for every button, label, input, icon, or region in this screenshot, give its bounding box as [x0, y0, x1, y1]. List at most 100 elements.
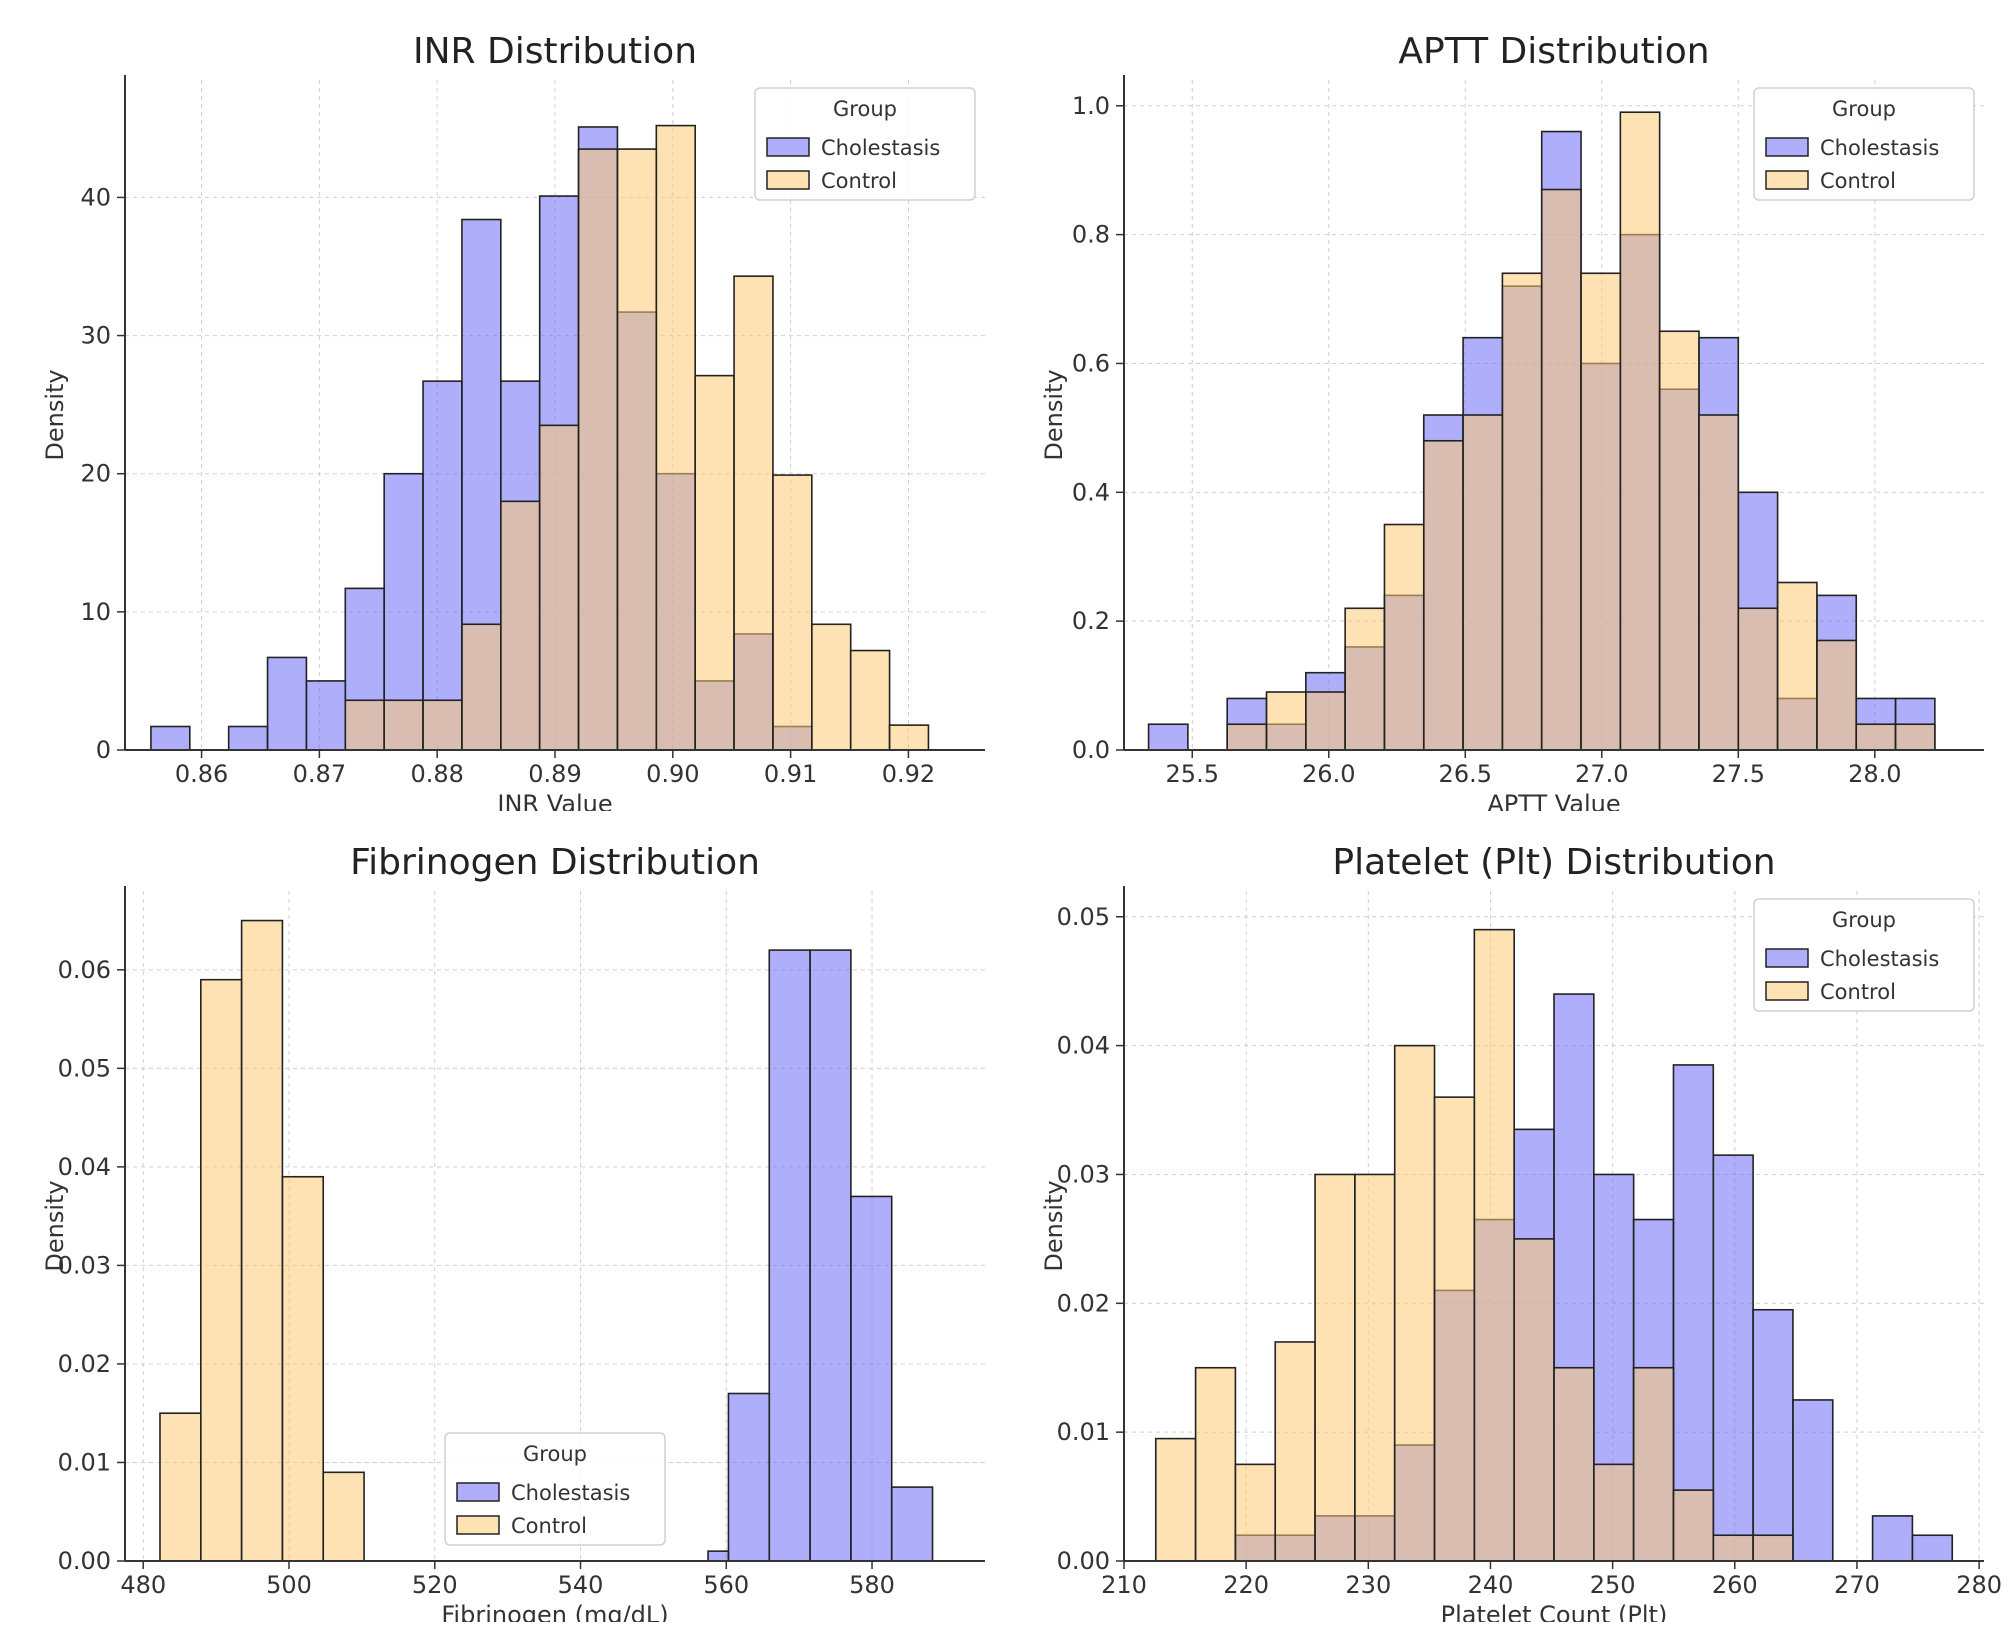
bar-control	[1816, 639, 1858, 751]
x-tick-label: 240	[1468, 1571, 1514, 1599]
bar-control	[1776, 581, 1818, 751]
x-tick-label: 260	[1712, 1571, 1758, 1599]
bar-control	[1752, 1534, 1794, 1562]
y-tick-label: 0.05	[1057, 903, 1110, 931]
x-tick-label: 580	[849, 1571, 895, 1599]
bar-control	[1265, 691, 1307, 751]
x-tick-label: 0.88	[410, 760, 463, 788]
legend-title: Group	[1832, 908, 1896, 932]
y-tick-label: 0.6	[1072, 349, 1110, 377]
legend-label-control: Control	[821, 169, 897, 193]
bars	[150, 124, 930, 751]
y-tick-label: 0.01	[58, 1448, 111, 1476]
bar-control	[344, 699, 385, 751]
legend-label-cholestasis: Cholestasis	[511, 1481, 630, 1505]
bar-cholestasis	[1792, 1399, 1834, 1562]
y-tick-label: 20	[80, 460, 111, 488]
x-tick-label: 520	[412, 1571, 458, 1599]
x-tick-label: 0.87	[293, 760, 346, 788]
bar-cholestasis	[890, 1486, 934, 1562]
bar-control	[1672, 1489, 1715, 1562]
x-tick-label: 0.89	[528, 760, 581, 788]
legend-box	[1753, 87, 1975, 201]
legend: Group Cholestasis Control	[1753, 898, 1975, 1012]
x-tick-label: 210	[1101, 1571, 1147, 1599]
bar-control	[1226, 723, 1268, 751]
bar-cholestasis	[422, 380, 463, 751]
aptt-histogram: 25.5 26.0 26.5 27.0 27.5 28.0 0.0 0.2 0.4 0.6 0.8 1…	[1040, 31, 1984, 818]
bar-cholestasis	[707, 1550, 730, 1562]
x-axis-label: Fibrinogen (mg/dL)	[441, 1601, 668, 1622]
bar-cholestasis	[1911, 1534, 1954, 1562]
bar-control	[1154, 1437, 1197, 1562]
bar-control	[694, 374, 735, 751]
bar-control	[422, 699, 463, 751]
bar-cholestasis	[1712, 1154, 1754, 1562]
bar-control	[1433, 1096, 1476, 1562]
bar-cholestasis	[227, 725, 269, 751]
bar-control	[1658, 330, 1700, 751]
bar-control	[159, 1412, 202, 1562]
legend-label-control: Control	[511, 1514, 587, 1538]
bar-control	[1354, 1173, 1396, 1562]
bar-control	[1314, 1173, 1356, 1562]
y-tick-label: 0.00	[1057, 1547, 1110, 1575]
bar-control	[1234, 1463, 1277, 1562]
bar-control	[1473, 928, 1515, 1562]
x-axis-label: Platelet Count (Plt)	[1441, 1601, 1668, 1622]
y-tick-label: 0.2	[1072, 607, 1110, 635]
x-tick-label: 0.92	[882, 760, 935, 788]
x-tick-label: 480	[120, 1571, 166, 1599]
x-tick-label: 270	[1834, 1571, 1880, 1599]
bar-cholestasis	[266, 656, 308, 751]
bars	[1154, 928, 1954, 1562]
legend-swatch-cholestasis	[1765, 948, 1809, 968]
bar-control	[655, 124, 696, 751]
bar-control	[1632, 1366, 1675, 1562]
x-tick-label: 560	[703, 1571, 749, 1599]
bar-cholestasis	[809, 949, 852, 1562]
bar-control	[733, 275, 774, 751]
y-tick-label: 0.8	[1072, 221, 1110, 249]
y-axis-label: Density	[41, 1180, 69, 1271]
platelet-histogram: 210 220 230 240 250 260 270 280 0.00 0.01 0.02 0.03…	[1040, 842, 2002, 1626]
legend-swatch-control	[1765, 170, 1809, 190]
bar-control	[500, 500, 541, 751]
bar-control	[1540, 188, 1582, 751]
legend-box	[1753, 898, 1975, 1012]
legend-label-control: Control	[1820, 169, 1896, 193]
x-tick-label: 26.0	[1302, 760, 1355, 788]
y-tick-label: 1.0	[1072, 92, 1110, 120]
inr-histogram: 0.86 0.87 0.88 0.89 0.90 0.91 0.92 0 10 20 30 40 INR…	[41, 31, 985, 818]
x-tick-label: 0.91	[764, 760, 817, 788]
inr-histogram-panel: 0.86 0.87 0.88 0.89 0.90 0.91 0.92 0 10 20 30 40 INR…	[0, 0, 1004, 818]
bar-control	[1894, 723, 1936, 751]
x-tick-label: 280	[1956, 1571, 2002, 1599]
y-tick-label: 0.0	[1072, 736, 1110, 764]
chart-title: INR Distribution	[413, 31, 697, 72]
bar-control	[383, 699, 424, 751]
legend-label-cholestasis: Cholestasis	[1820, 136, 1939, 160]
legend-label-cholestasis: Cholestasis	[821, 136, 940, 160]
bar-control	[1462, 414, 1504, 751]
bar-control	[1383, 523, 1425, 751]
x-axis-label: APTT Value	[1487, 790, 1620, 811]
legend-title: Group	[523, 1442, 587, 1466]
fibrinogen-histogram-panel: 480 500 520 540 560 580 0.00 0.01 0.02 0.03 0.04 0.…	[0, 811, 1004, 1626]
bar-control	[461, 623, 502, 751]
bar-control	[1194, 1366, 1237, 1562]
bars	[159, 919, 934, 1562]
chart-title: Platelet (Plt) Distribution	[1332, 842, 1775, 883]
x-tick-label: 27.5	[1712, 760, 1765, 788]
y-tick-label: 0	[96, 736, 111, 764]
legend-swatch-cholestasis	[456, 1482, 500, 1502]
y-tick-label: 0.02	[1057, 1289, 1110, 1317]
x-tick-label: 27.0	[1575, 760, 1628, 788]
bar-cholestasis	[768, 949, 811, 1562]
bar-cholestasis	[850, 1195, 893, 1562]
x-tick-label: 230	[1345, 1571, 1391, 1599]
y-tick-label: 40	[80, 183, 111, 211]
bar-control	[888, 724, 930, 751]
chart-title: Fibrinogen Distribution	[350, 842, 760, 883]
